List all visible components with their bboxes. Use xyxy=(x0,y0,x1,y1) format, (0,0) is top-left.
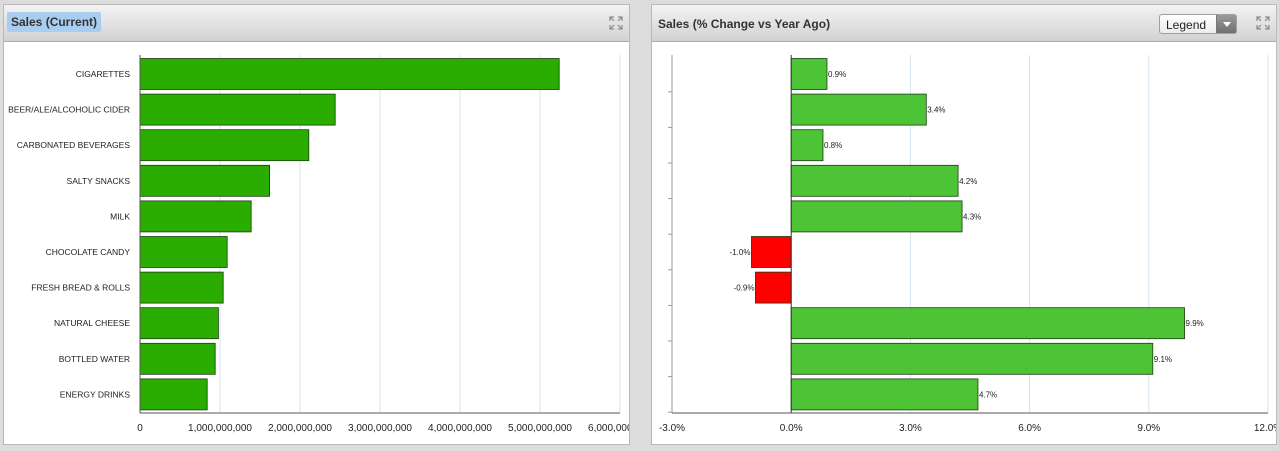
x-tick-label: 0 xyxy=(137,423,143,434)
data-label: -0.9% xyxy=(734,284,755,293)
data-label: 4.3% xyxy=(963,212,981,221)
x-tick-label: 3,000,000,000 xyxy=(348,423,412,434)
data-label: 0.9% xyxy=(828,70,846,79)
bar xyxy=(790,164,959,197)
category-label: ENERGY DRINKS xyxy=(60,389,131,399)
sales-change-chart: -3.0% 0.0% 3.0% 6.0% 9.0% 12.0% 0.9% 3.4% 0.8% 4.… xyxy=(659,55,1277,434)
bar xyxy=(139,129,310,162)
x-tick-label: 6.0% xyxy=(1018,423,1041,434)
category-label: CARBONATED BEVERAGES xyxy=(17,140,131,150)
data-label: 4.7% xyxy=(979,390,997,399)
bar xyxy=(139,164,271,197)
panel-header: Sales (Current) xyxy=(4,5,629,42)
x-tick-label: 3.0% xyxy=(899,423,922,434)
sales-current-panel: Sales (Current) 0 1,000,000,000 2,000,000,… xyxy=(3,4,630,445)
bar xyxy=(139,200,252,233)
bar xyxy=(751,236,792,268)
x-tick-label: 2,000,000,000 xyxy=(268,423,332,434)
bar xyxy=(755,271,792,304)
sales-current-chart: 0 1,000,000,000 2,000,000,000 3,000,000,000… xyxy=(8,55,630,434)
legend-select[interactable]: Legend xyxy=(1159,14,1237,34)
data-label: 9.9% xyxy=(1186,319,1204,328)
bar xyxy=(790,58,828,90)
category-label: CIGARETTES xyxy=(76,69,131,79)
x-tick-label: -3.0% xyxy=(659,423,685,434)
legend-select-value: Legend xyxy=(1166,18,1207,32)
data-label: 9.1% xyxy=(1154,355,1172,364)
category-label: FRESH BREAD & ROLLS xyxy=(31,283,130,293)
category-label: CHOCOLATE CANDY xyxy=(46,247,131,257)
panel-title: Sales (% Change vs Year Ago) xyxy=(658,17,831,31)
x-tick-label: 1,000,000,000 xyxy=(188,423,252,434)
bar xyxy=(139,93,336,126)
bar xyxy=(139,378,208,411)
x-tick-label: 6,000,000,000 xyxy=(588,423,630,434)
expand-arrows-icon[interactable] xyxy=(609,16,623,30)
x-tick-label: 12.0% xyxy=(1254,423,1277,434)
bar xyxy=(790,378,979,411)
category-label: MILK xyxy=(110,211,130,221)
bar xyxy=(139,58,560,90)
bar xyxy=(790,342,1154,375)
x-tick-label: 9.0% xyxy=(1137,423,1160,434)
dropdown-arrow-icon[interactable] xyxy=(1216,15,1236,33)
panel-title: Sales (Current) xyxy=(7,12,102,32)
category-label: BOTTLED WATER xyxy=(59,354,130,364)
bar xyxy=(790,129,824,162)
bar xyxy=(790,200,963,233)
expand-arrows-icon[interactable] xyxy=(1256,16,1270,30)
bar xyxy=(790,93,927,126)
bar xyxy=(139,307,219,340)
category-label: NATURAL CHEESE xyxy=(54,318,130,328)
bar xyxy=(139,342,216,375)
data-label: -1.0% xyxy=(730,248,751,257)
category-label: BEER/ALE/ALCOHOLIC CIDER xyxy=(8,105,130,115)
category-label: SALTY SNACKS xyxy=(67,176,131,186)
data-label: 0.8% xyxy=(824,141,842,150)
sales-change-panel: Sales (% Change vs Year Ago) Legend -3.0… xyxy=(651,4,1277,445)
bar xyxy=(790,307,1185,340)
panel-header: Sales (% Change vs Year Ago) Legend xyxy=(652,5,1276,42)
data-label: 3.4% xyxy=(927,106,945,115)
x-tick-label: 0.0% xyxy=(780,423,803,434)
bar xyxy=(139,236,228,268)
bar xyxy=(139,271,224,304)
x-tick-label: 4,000,000,000 xyxy=(428,423,492,434)
data-label: 4.2% xyxy=(959,177,977,186)
x-tick-label: 5,000,000,000 xyxy=(508,423,572,434)
